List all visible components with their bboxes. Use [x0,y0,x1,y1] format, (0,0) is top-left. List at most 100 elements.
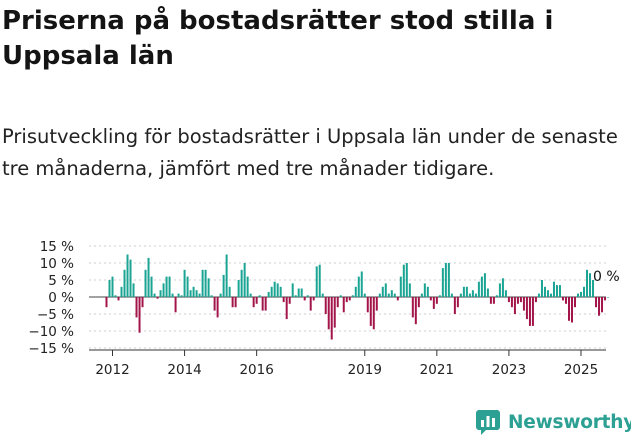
bar [213,297,216,311]
bar [219,293,222,297]
y-tick-label: 5 % [48,273,74,289]
bar [180,295,183,297]
bar [246,276,249,297]
bar [108,280,111,297]
y-tick-label: −10 % [28,324,74,340]
bar [165,276,168,297]
bar [580,291,582,297]
bar [369,297,372,326]
newsworthy-logo-icon [476,410,500,435]
bar [543,286,546,297]
bar [601,297,604,313]
bar [393,293,396,297]
bar [423,283,426,297]
bar [231,297,234,308]
bar [345,297,348,303]
bar [177,293,180,297]
bar [489,297,492,304]
bar [321,293,324,297]
bar [567,297,570,321]
bar [552,281,555,297]
bar [111,276,114,297]
bar [261,297,264,311]
bar [351,295,354,297]
bar [171,293,174,297]
bar [312,297,315,301]
bar [573,297,576,308]
bar [273,281,276,297]
bar [189,290,192,297]
y-tick-label: 10 % [40,256,74,272]
bar [564,297,567,304]
bar [276,283,279,297]
bar [510,297,513,308]
bar [348,297,351,301]
bar [279,286,282,297]
bar [117,297,120,301]
bar [516,297,519,304]
bar [558,285,561,297]
bar [432,297,435,309]
bar [132,283,135,297]
bar [306,295,309,297]
bar [495,295,498,297]
bar [141,297,144,308]
bar [186,276,189,297]
bar [570,297,573,323]
bar [336,297,339,308]
bar [210,295,213,297]
bar [114,295,117,297]
bar [426,286,429,297]
bar [372,297,375,330]
bar [519,297,522,303]
bar [105,297,108,308]
bar [204,269,207,297]
bar [498,283,501,297]
bar [153,293,156,297]
y-tick-label: −15 % [28,341,74,357]
newsworthy-brand[interactable]: Newsworthy [475,405,631,439]
bar [429,297,432,301]
price-change-chart: 15 %10 %5 %0 %−5 %−10 %−15 % 0 % 2012 201… [28,239,619,378]
bar [327,297,330,330]
x-tick-label: 2014 [167,362,201,378]
bar [501,278,504,297]
bar [288,297,291,304]
bar [438,295,441,297]
bar [607,297,610,298]
x-tick-label: 2019 [348,362,382,378]
bar [360,271,363,297]
bar [243,263,246,297]
bar [342,297,345,313]
bar [595,297,598,308]
bar [381,286,384,297]
bar [363,293,366,297]
bar [435,297,438,304]
bar [282,297,285,303]
bar [324,297,327,314]
x-tick-label: 2012 [95,362,129,378]
bar [577,293,579,297]
bar [249,293,252,297]
bar [492,297,495,304]
bar [522,297,525,311]
bar [228,286,231,297]
bar [150,276,153,297]
bar [159,290,162,297]
bar [513,297,516,314]
page-title: Priserna på bostadsrätter stod stilla i … [2,6,554,71]
bar [405,263,408,297]
bar [309,297,312,311]
bar [234,297,237,308]
bar [459,293,462,297]
bar [408,283,411,297]
bar [604,297,607,301]
bar [540,280,543,297]
bar [555,285,558,297]
bar [589,273,592,297]
bar [378,293,381,297]
bar [471,290,474,297]
bar [255,297,258,304]
bar [525,297,528,320]
bar [586,269,589,297]
